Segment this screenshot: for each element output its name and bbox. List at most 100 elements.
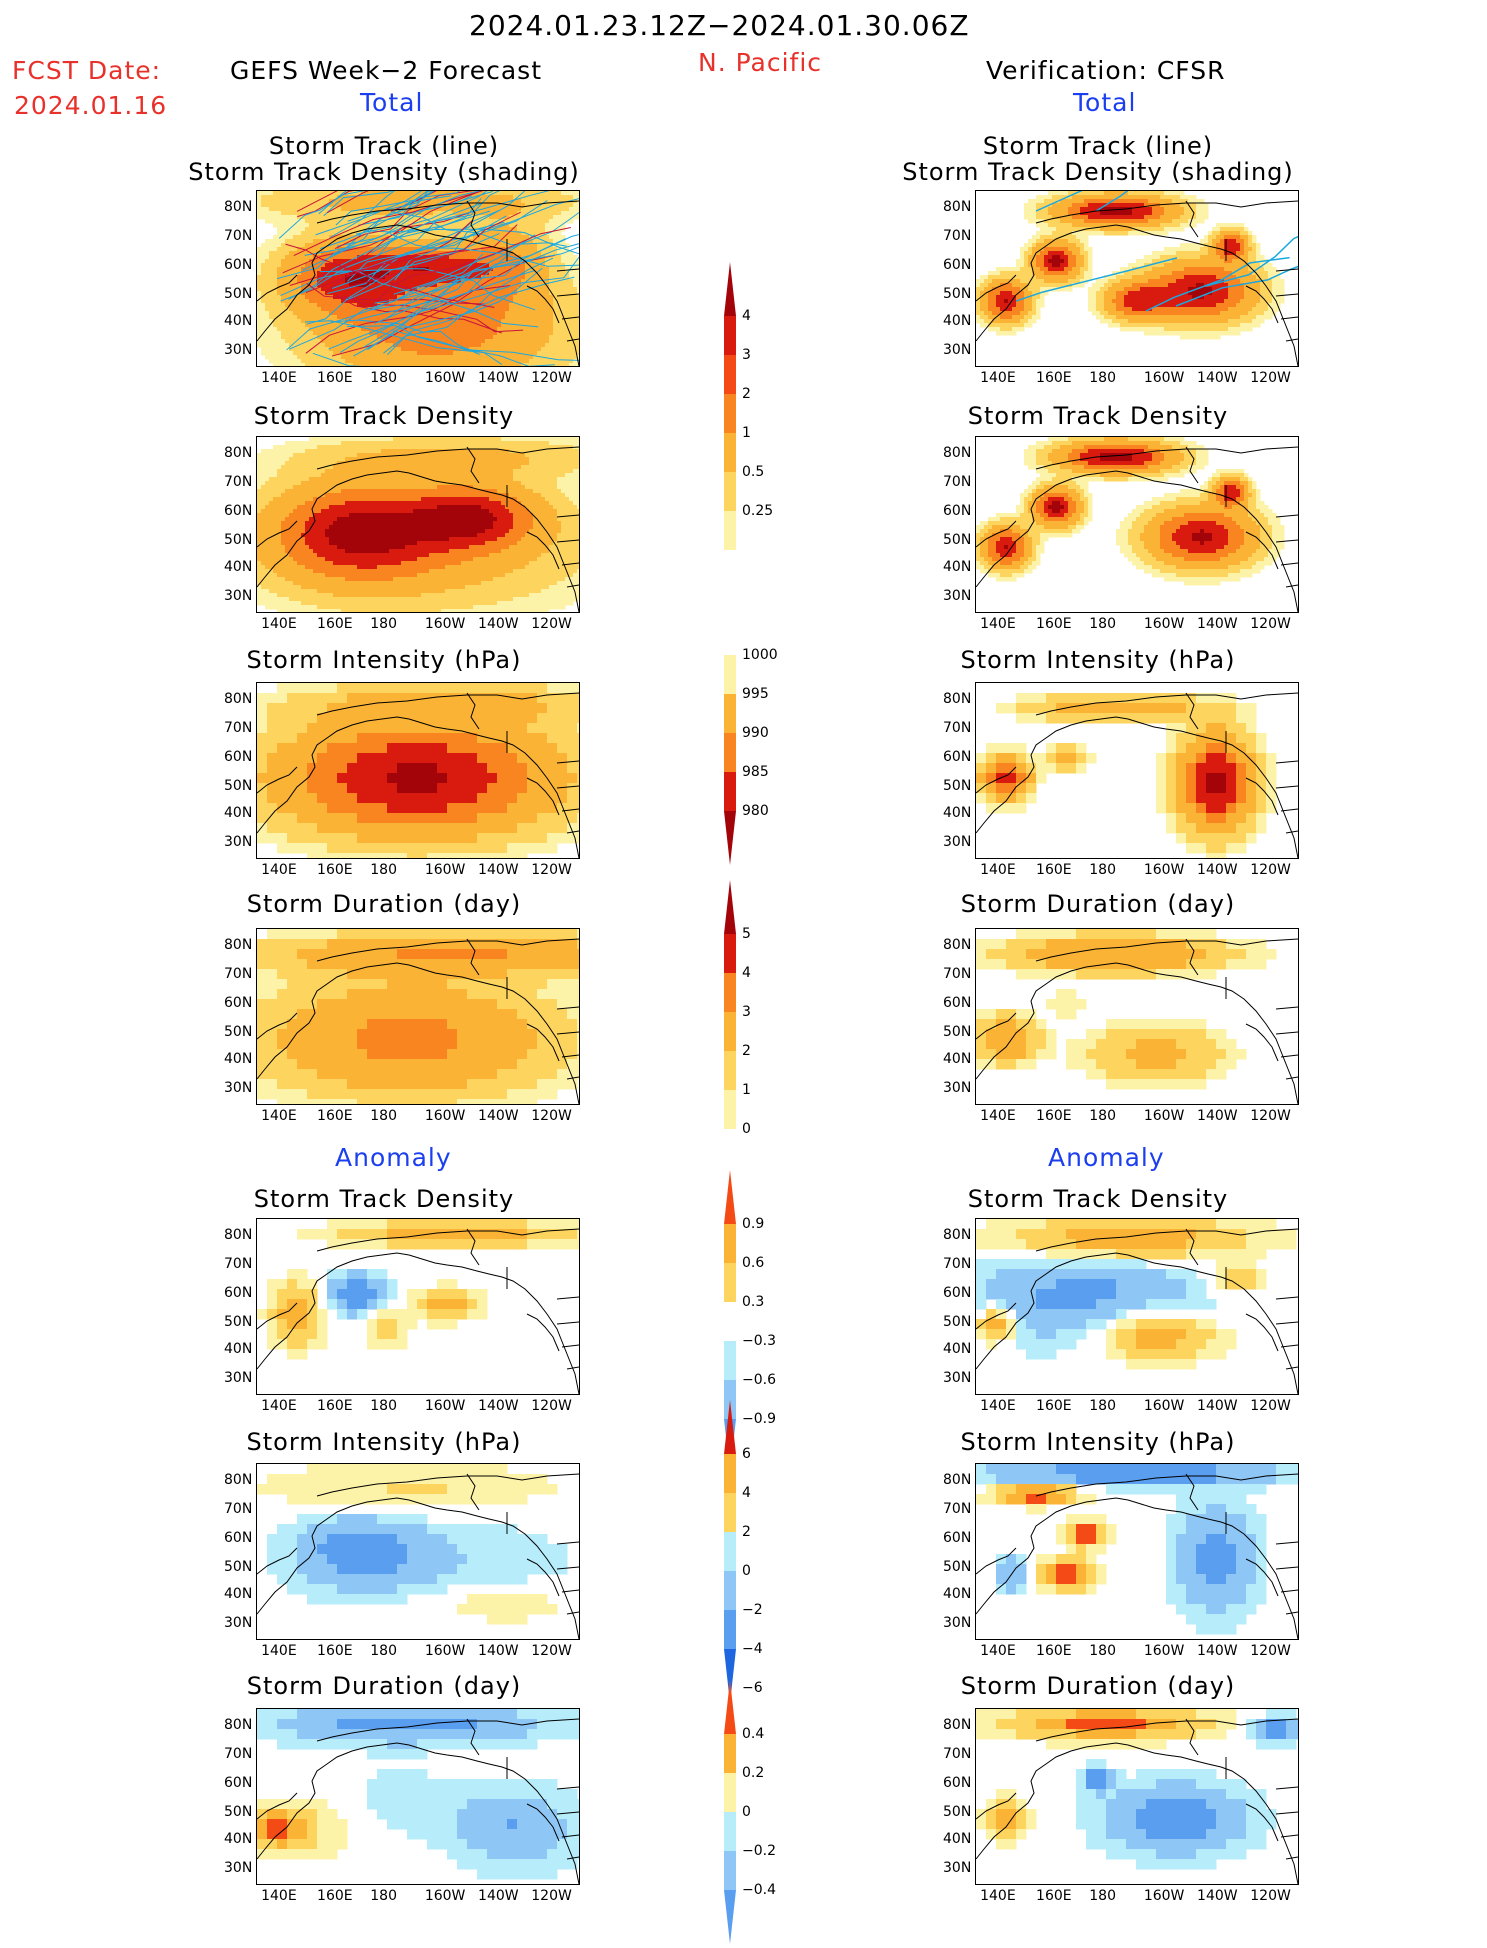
map-cell xyxy=(1260,255,1265,260)
map-cell xyxy=(461,323,466,328)
map-cell xyxy=(445,231,450,236)
map-cell xyxy=(305,243,310,248)
map-cell xyxy=(1032,283,1037,288)
map-cell xyxy=(541,307,546,312)
map-cell xyxy=(309,291,314,296)
map-cell xyxy=(561,287,566,292)
map-cell xyxy=(1220,291,1225,296)
map-cell xyxy=(389,339,394,344)
map-cell xyxy=(325,327,330,332)
map-cell xyxy=(1272,283,1277,288)
map-cell xyxy=(257,275,262,280)
map-cell xyxy=(1056,219,1061,224)
map-cell xyxy=(1172,219,1177,224)
map-cell xyxy=(1176,219,1181,224)
map-cell xyxy=(481,355,486,360)
map-cell xyxy=(1156,195,1161,200)
map-cell xyxy=(469,363,474,366)
map-cell xyxy=(329,299,334,304)
map-cell xyxy=(269,239,274,244)
map-cell xyxy=(525,227,530,232)
map-cell xyxy=(257,215,262,220)
map-cell xyxy=(1076,259,1081,264)
map-cell xyxy=(401,347,406,352)
map-cell xyxy=(1184,207,1189,212)
map-cell xyxy=(309,191,314,196)
map-cell xyxy=(1196,271,1201,276)
map-cell xyxy=(577,203,579,208)
map-cell xyxy=(277,323,282,328)
map-cell xyxy=(393,251,398,256)
map-cell xyxy=(573,283,578,288)
map-cell xyxy=(545,267,550,272)
map-cell xyxy=(317,311,322,316)
map-cell xyxy=(357,279,362,284)
map-cell xyxy=(541,243,546,248)
map-cell xyxy=(349,251,354,256)
map-cell xyxy=(285,215,290,220)
map-cell xyxy=(277,335,282,340)
map-cell xyxy=(369,311,374,316)
map-cell xyxy=(357,355,362,360)
map-cell xyxy=(381,343,386,348)
map-cell xyxy=(1196,275,1201,280)
map-cell xyxy=(1120,275,1125,280)
map-cell xyxy=(565,207,570,212)
map-cell xyxy=(529,215,534,220)
map-cell xyxy=(341,207,346,212)
map-cell xyxy=(1132,283,1137,288)
map-cell xyxy=(1164,291,1169,296)
map-cell xyxy=(457,355,462,360)
map-cell xyxy=(305,275,310,280)
map-cell xyxy=(1124,231,1129,236)
map-cell xyxy=(441,351,446,356)
map-cell xyxy=(561,323,566,328)
map-cell xyxy=(521,319,526,324)
map-cell xyxy=(513,191,518,196)
map-cell xyxy=(521,335,526,340)
map-cell xyxy=(541,323,546,328)
map-cell xyxy=(1196,267,1201,272)
map-cell xyxy=(269,355,274,360)
map-cell xyxy=(545,263,550,268)
map-cell xyxy=(433,275,438,280)
map-cell xyxy=(325,311,330,316)
map-cell xyxy=(301,347,306,352)
map-cell xyxy=(281,239,286,244)
map-cell xyxy=(329,303,334,308)
map-cell xyxy=(1240,251,1245,256)
map-cell xyxy=(329,231,334,236)
map-cell xyxy=(1024,203,1029,208)
map-cell xyxy=(549,207,554,212)
map-cell xyxy=(489,339,494,344)
map-cell xyxy=(429,363,434,366)
map-cell xyxy=(1172,199,1177,204)
map-cell xyxy=(273,247,278,252)
map-cell xyxy=(513,319,518,324)
map-cell xyxy=(273,211,278,216)
map-cell xyxy=(325,339,330,344)
map-cell xyxy=(1256,255,1261,260)
map-cell xyxy=(561,363,566,366)
map-cell xyxy=(1072,255,1077,260)
map-cell xyxy=(497,195,502,200)
map-cell xyxy=(1192,283,1197,288)
map-cell xyxy=(1164,287,1169,292)
map-cell xyxy=(437,259,442,264)
map-cell xyxy=(1016,263,1021,268)
map-cell xyxy=(1080,259,1085,264)
map-cell xyxy=(1040,279,1045,284)
map-cell xyxy=(293,199,298,204)
map-cell xyxy=(1020,271,1025,276)
map-cell xyxy=(497,339,502,344)
map-cell xyxy=(1024,263,1029,268)
map-cell xyxy=(1120,215,1125,220)
map-cell xyxy=(553,339,558,344)
map-cell xyxy=(261,199,266,204)
map-cell xyxy=(473,291,478,296)
map-cell xyxy=(345,207,350,212)
map-cell xyxy=(1124,219,1129,224)
map-cell xyxy=(505,315,510,320)
map-cell xyxy=(1120,267,1125,272)
map-cell xyxy=(525,199,530,204)
